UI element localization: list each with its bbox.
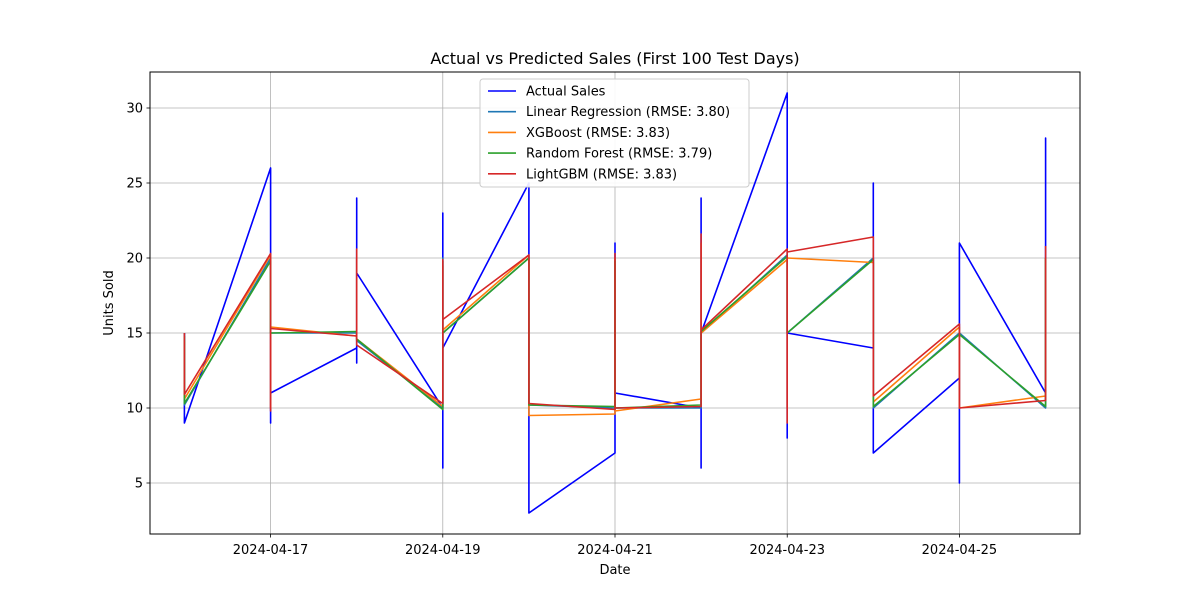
x-axis: 2024-04-17 2024-04-19 2024-04-21 2024-04-23… xyxy=(233,534,997,558)
y-tick-label: 10 xyxy=(126,402,143,417)
x-tick-label: 2024-04-23 xyxy=(749,543,825,558)
x-axis-label: Date xyxy=(599,563,630,578)
x-tick-label: 2024-04-21 xyxy=(577,543,653,558)
legend: Actual Sales Linear Regression (RMSE: 3.8… xyxy=(479,78,750,188)
legend-label-3: Random Forest (RMSE: 3.79) xyxy=(526,147,712,162)
y-tick-label: 25 xyxy=(126,177,143,192)
legend-label-4: LightGBM (RMSE: 3.83) xyxy=(526,167,677,182)
y-tick-label: 20 xyxy=(126,252,143,267)
legend-label-0: Actual Sales xyxy=(526,85,606,100)
x-tick-label: 2024-04-17 xyxy=(233,543,309,558)
x-tick-label: 2024-04-19 xyxy=(405,543,481,558)
legend-box xyxy=(479,78,750,188)
x-tick-label: 2024-04-25 xyxy=(922,543,998,558)
series-line-4 xyxy=(183,233,1047,424)
y-tick-label: 15 xyxy=(126,327,143,342)
y-axis: 5 10 15 20 25 30 xyxy=(126,102,150,492)
series-lines xyxy=(183,92,1047,514)
legend-label-2: XGBoost (RMSE: 3.83) xyxy=(526,126,670,141)
legend-label-1: Linear Regression (RMSE: 3.80) xyxy=(526,105,730,120)
y-axis-label: Units Sold xyxy=(102,270,117,335)
y-tick-label: 30 xyxy=(126,102,143,117)
chart-title: Actual vs Predicted Sales (First 100 Tes… xyxy=(430,49,799,68)
y-tick-label: 5 xyxy=(135,477,143,492)
